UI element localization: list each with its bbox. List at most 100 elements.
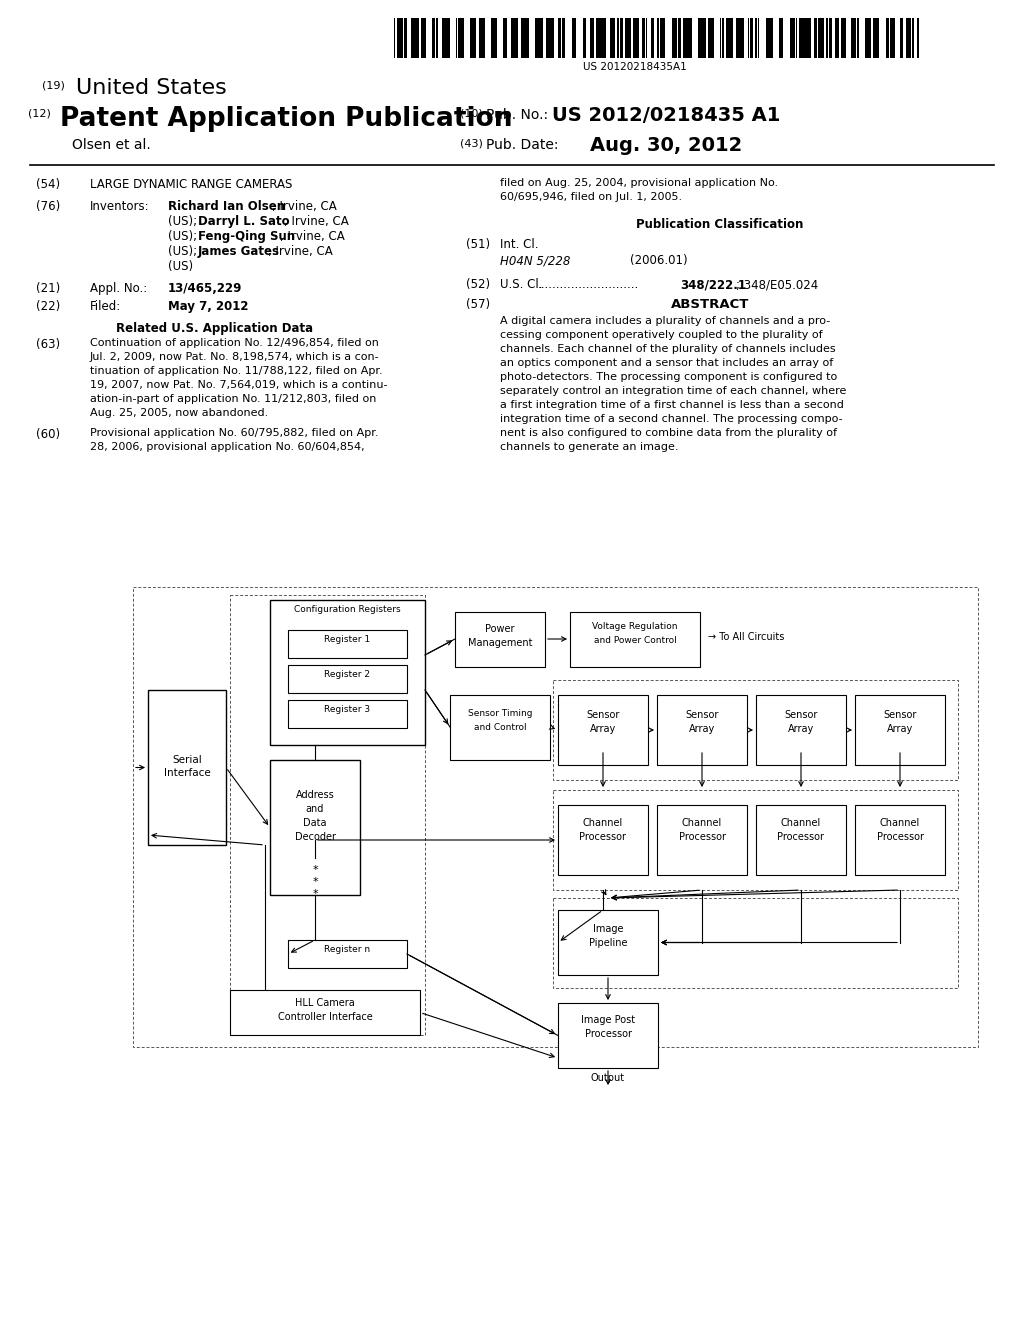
- Bar: [612, 18, 614, 58]
- Bar: [651, 18, 652, 58]
- Bar: [592, 18, 594, 58]
- Bar: [659, 18, 666, 58]
- Bar: [542, 18, 544, 58]
- Text: (12): (12): [28, 108, 51, 117]
- Text: US 2012/0218435 A1: US 2012/0218435 A1: [552, 106, 780, 125]
- Bar: [766, 18, 769, 58]
- Text: United States: United States: [76, 78, 226, 98]
- Bar: [481, 18, 484, 58]
- Bar: [492, 18, 495, 58]
- Bar: [450, 696, 550, 760]
- Bar: [590, 18, 592, 58]
- Bar: [394, 18, 395, 58]
- Text: Array: Array: [590, 723, 616, 734]
- Bar: [600, 18, 605, 58]
- Text: (10): (10): [460, 108, 482, 117]
- Text: U.S. Cl.: U.S. Cl.: [500, 279, 543, 290]
- Text: Processor: Processor: [585, 1030, 632, 1039]
- Text: (US);: (US);: [168, 230, 198, 243]
- Bar: [503, 18, 505, 58]
- Text: *: *: [312, 865, 317, 875]
- Text: (54): (54): [36, 178, 60, 191]
- Bar: [837, 18, 839, 58]
- Bar: [857, 18, 859, 58]
- Text: Sensor: Sensor: [884, 710, 916, 719]
- Text: Darryl L. Sato: Darryl L. Sato: [198, 215, 290, 228]
- Bar: [558, 1003, 658, 1068]
- Text: (57): (57): [466, 298, 490, 312]
- Text: 19, 2007, now Pat. No. 7,564,019, which is a continu-: 19, 2007, now Pat. No. 7,564,019, which …: [90, 380, 387, 389]
- Bar: [867, 18, 870, 58]
- Bar: [495, 18, 497, 58]
- Text: (US);: (US);: [168, 215, 198, 228]
- Bar: [642, 18, 645, 58]
- Text: (76): (76): [36, 201, 60, 213]
- Bar: [472, 18, 476, 58]
- Text: ; 348/E05.024: ; 348/E05.024: [736, 279, 818, 290]
- Text: ation-in-part of application No. 11/212,803, filed on: ation-in-part of application No. 11/212,…: [90, 393, 377, 404]
- Bar: [610, 18, 612, 58]
- Text: 13/465,229: 13/465,229: [168, 282, 243, 294]
- Bar: [546, 18, 552, 58]
- Text: Appl. No.:: Appl. No.:: [90, 282, 147, 294]
- Bar: [698, 18, 703, 58]
- Text: Int. Cl.: Int. Cl.: [500, 238, 539, 251]
- Text: ABSTRACT: ABSTRACT: [671, 298, 750, 312]
- Text: channels. Each channel of the plurality of channels includes: channels. Each channel of the plurality …: [500, 345, 836, 354]
- Bar: [458, 18, 464, 58]
- Text: (43): (43): [460, 139, 483, 148]
- Bar: [748, 18, 750, 58]
- Text: Sensor: Sensor: [784, 710, 818, 719]
- Bar: [270, 601, 425, 744]
- Bar: [288, 665, 407, 693]
- Bar: [571, 18, 573, 58]
- Bar: [678, 18, 681, 58]
- Bar: [270, 760, 360, 895]
- Bar: [637, 18, 639, 58]
- Text: James Gates: James Gates: [198, 246, 280, 257]
- Bar: [574, 18, 577, 58]
- Text: (22): (22): [36, 300, 60, 313]
- Bar: [583, 18, 584, 58]
- Bar: [288, 630, 407, 657]
- Bar: [657, 18, 659, 58]
- Bar: [672, 18, 678, 58]
- Bar: [851, 18, 856, 58]
- Text: Array: Array: [787, 723, 814, 734]
- Text: , Irvine, CA: , Irvine, CA: [284, 215, 349, 228]
- Bar: [836, 18, 837, 58]
- Bar: [709, 18, 710, 58]
- Text: (51): (51): [466, 238, 490, 251]
- Text: Patent Application Publication: Patent Application Publication: [60, 106, 512, 132]
- Bar: [432, 18, 435, 58]
- Bar: [720, 18, 722, 58]
- Text: 28, 2006, provisional application No. 60/604,854,: 28, 2006, provisional application No. 60…: [90, 442, 365, 451]
- Text: channels to generate an image.: channels to generate an image.: [500, 442, 679, 451]
- Bar: [628, 18, 632, 58]
- Bar: [900, 18, 901, 58]
- Text: Interface: Interface: [164, 768, 210, 777]
- Text: , Irvine, CA: , Irvine, CA: [272, 201, 337, 213]
- Bar: [553, 789, 958, 890]
- Text: Aug. 30, 2012: Aug. 30, 2012: [590, 136, 742, 154]
- Bar: [456, 18, 458, 58]
- Text: (60): (60): [36, 428, 60, 441]
- Text: HLL Camera: HLL Camera: [295, 998, 355, 1008]
- Bar: [841, 18, 845, 58]
- Bar: [890, 18, 895, 58]
- Text: Register 3: Register 3: [325, 705, 371, 714]
- Bar: [916, 18, 919, 58]
- Bar: [230, 595, 425, 1035]
- Text: Pub. No.:: Pub. No.:: [486, 108, 548, 121]
- Bar: [617, 18, 620, 58]
- Bar: [818, 18, 823, 58]
- Text: Sensor: Sensor: [685, 710, 719, 719]
- Text: separately control an integration time of each channel, where: separately control an integration time o…: [500, 385, 847, 396]
- Bar: [553, 680, 958, 780]
- Bar: [865, 18, 866, 58]
- Bar: [901, 18, 903, 58]
- Bar: [455, 612, 545, 667]
- Text: Channel: Channel: [880, 818, 921, 828]
- Text: Provisional application No. 60/795,882, filed on Apr.: Provisional application No. 60/795,882, …: [90, 428, 379, 438]
- Bar: [769, 18, 773, 58]
